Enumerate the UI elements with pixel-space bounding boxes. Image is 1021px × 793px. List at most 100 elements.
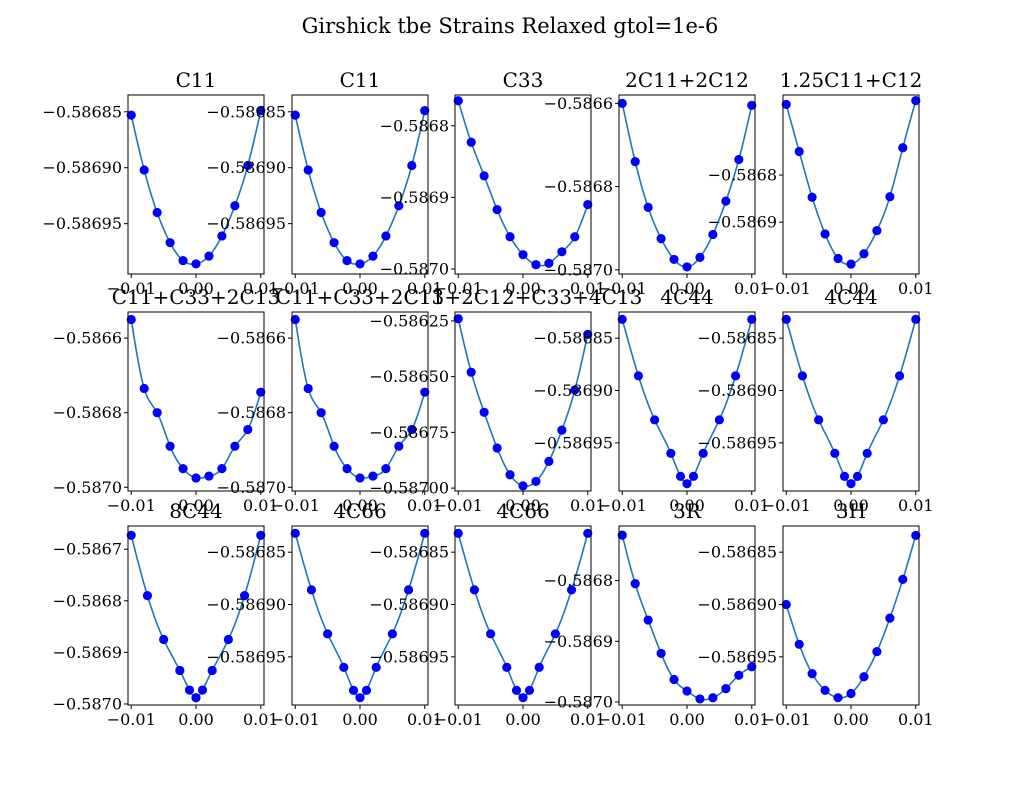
x-tick-label: 0.01 — [407, 496, 443, 515]
x-tick-label: −0.01 — [107, 710, 156, 729]
x-tick-label: 0.01 — [407, 279, 443, 298]
data-point — [878, 415, 888, 425]
y-tick-label: −0.5870 — [217, 478, 286, 497]
data-point — [239, 591, 250, 601]
subplot-title: 4C44 — [660, 285, 713, 309]
x-tick-label: 0.01 — [734, 710, 770, 729]
data-point — [518, 250, 528, 260]
data-point — [339, 662, 349, 672]
data-point — [656, 234, 666, 244]
data-point — [807, 668, 817, 679]
y-tick-label: −0.58685 — [697, 329, 777, 348]
data-point — [387, 629, 397, 639]
data-point — [178, 255, 188, 266]
data-point — [191, 693, 201, 703]
data-point — [466, 137, 476, 147]
data-point — [566, 585, 577, 595]
y-tick-label: −0.5870 — [53, 478, 122, 497]
y-tick-label: −0.5870 — [544, 260, 613, 279]
subplot-9: −0.01 0.00 0.01 −0.58695 −0.58690 −0.58685 4C4… — [533, 285, 769, 515]
data-point — [342, 464, 352, 474]
y-tick-label: −0.5868 — [217, 403, 286, 422]
x-tick-label: 0.01 — [734, 496, 770, 515]
data-point — [303, 165, 313, 175]
data-point — [323, 629, 333, 639]
subplot-title: 2C11+2C12 — [625, 68, 749, 92]
data-point — [492, 443, 502, 453]
subplot-title: 4C44 — [824, 285, 877, 309]
x-tick-label: 0.01 — [734, 279, 770, 298]
x-tick-label: −0.01 — [598, 496, 647, 515]
subplot-title: C11+C33+2C13 — [276, 285, 445, 309]
data-point — [197, 685, 208, 695]
data-point — [682, 262, 692, 272]
data-point — [730, 371, 741, 381]
data-point — [669, 674, 679, 685]
subplot-title: C11+C33+2C13 — [112, 285, 281, 309]
data-point — [355, 473, 365, 483]
x-tick-label: 0.00 — [178, 710, 214, 729]
fit-line — [785, 535, 917, 699]
data-point — [453, 96, 463, 106]
data-point — [721, 196, 731, 206]
subplot-title: 1.25C11+C12 — [780, 68, 923, 92]
fit-line — [785, 100, 917, 266]
data-point — [852, 471, 863, 481]
data-point — [898, 574, 908, 584]
data-point — [159, 634, 169, 645]
subplot-grid: −0.01 0.00 0.01 −0.58695 −0.58690 −0.58685 C11… — [42, 68, 933, 729]
data-point — [650, 415, 660, 425]
subplot-title: C11 — [340, 68, 381, 92]
subplot-title: C33 — [503, 68, 544, 92]
data-point — [911, 314, 921, 324]
data-point — [230, 201, 240, 211]
data-point — [420, 387, 430, 397]
y-tick-label: −0.5869 — [544, 632, 613, 651]
data-point — [505, 470, 515, 480]
data-point — [570, 385, 580, 395]
x-tick-label: −0.01 — [434, 710, 483, 729]
data-point — [361, 685, 372, 695]
data-point — [175, 665, 185, 676]
data-point — [407, 424, 417, 435]
data-point — [191, 259, 201, 269]
y-tick-label: −0.58685 — [697, 543, 777, 562]
data-point — [394, 441, 404, 451]
data-point — [833, 253, 843, 264]
data-point — [550, 629, 560, 639]
x-tick-label: 0.00 — [342, 496, 378, 515]
y-tick-label: −0.58695 — [533, 433, 613, 452]
data-point — [316, 408, 326, 418]
x-tick-label: 0.01 — [243, 710, 279, 729]
axes-frame — [782, 94, 920, 275]
data-point — [583, 528, 593, 538]
data-point — [695, 694, 705, 704]
subplot-5: −0.01 0.00 0.01 −0.5869 −0.5868 1.25C11+C12 — [708, 68, 934, 298]
x-tick-label: 0.01 — [898, 710, 934, 729]
data-point — [734, 154, 744, 165]
data-point — [872, 226, 882, 236]
data-point — [544, 456, 554, 466]
y-tick-label: −0.58695 — [697, 647, 777, 666]
subplot-1: −0.01 0.00 0.01 −0.58695 −0.58690 −0.58685 C11 — [42, 68, 278, 298]
data-point — [207, 665, 217, 676]
y-tick-label: −0.58685 — [369, 543, 449, 562]
subplot-11: −0.01 0.00 0.01 −0.5870 −0.5869 −0.5868 −0.586… — [53, 499, 279, 729]
x-tick-label: 0.01 — [570, 496, 606, 515]
data-point — [381, 231, 391, 241]
x-tick-label: −0.01 — [598, 710, 647, 729]
data-point — [256, 106, 266, 116]
x-tick-label: 0.00 — [505, 279, 541, 298]
subplot-8: −0.01 0.00 0.01−0.58700−0.58675−0.58650−0.… — [369, 285, 642, 515]
data-point — [862, 448, 872, 458]
data-point — [714, 415, 724, 425]
x-tick-label: 0.01 — [570, 279, 606, 298]
data-point — [846, 688, 856, 699]
y-tick-label: −0.58685 — [206, 102, 286, 121]
data-point — [794, 146, 804, 157]
fit-line — [130, 110, 262, 266]
x-tick-label: −0.01 — [762, 496, 811, 515]
data-point — [557, 247, 567, 257]
data-point — [747, 100, 757, 111]
